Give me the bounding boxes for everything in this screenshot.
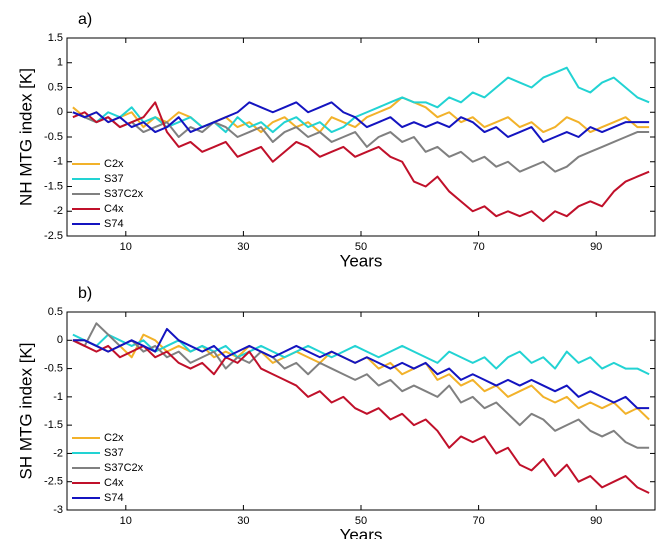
x-tick-label: 90: [590, 515, 602, 527]
y-axis-label: SH MTG index [K]: [16, 343, 35, 480]
y-tick-label: -1.5: [44, 180, 63, 192]
series-line: [72, 339, 650, 494]
legend-label: S74: [104, 492, 124, 504]
series-line: [72, 101, 650, 223]
legend-label: S37C2x: [104, 462, 144, 474]
x-tick-label: 10: [120, 241, 132, 253]
y-tick-label: 0: [57, 106, 63, 118]
x-axis-label: Years: [340, 251, 383, 270]
series-line: [72, 101, 650, 143]
x-axis-label: Years: [340, 525, 383, 539]
y-tick-label: -2: [53, 447, 63, 459]
x-tick-label: 50: [355, 241, 367, 253]
series-line: [72, 327, 650, 410]
y-tick-label: -2: [53, 205, 63, 217]
legend-label: C2x: [104, 432, 124, 444]
y-tick-label: 0: [57, 334, 63, 346]
legend-label: C2x: [104, 158, 124, 170]
y-axis-label: NH MTG index [K]: [16, 68, 35, 206]
y-tick-label: -3: [53, 504, 63, 516]
y-tick-label: -1.5: [44, 419, 63, 431]
y-tick-label: -1: [53, 156, 63, 168]
y-tick-label: 0.5: [48, 306, 63, 318]
x-tick-label: 10: [120, 515, 132, 527]
legend-label: S74: [104, 218, 124, 230]
legend-label: S37: [104, 173, 124, 185]
y-tick-label: -0.5: [44, 131, 63, 143]
y-tick-label: 0.5: [48, 81, 63, 93]
y-tick-label: -2.5: [44, 476, 63, 488]
legend-label: S37C2x: [104, 188, 144, 200]
series-line: [72, 333, 650, 376]
series-line: [72, 322, 650, 449]
legend-label: C4x: [104, 477, 124, 489]
x-tick-label: 90: [590, 241, 602, 253]
y-tick-label: -2.5: [44, 230, 63, 242]
x-tick-label: 70: [472, 241, 484, 253]
panel-title: a): [78, 11, 92, 28]
x-tick-label: 50: [355, 515, 367, 527]
y-tick-label: 1: [57, 57, 63, 69]
legend-label: C4x: [104, 203, 124, 215]
y-tick-label: -0.5: [44, 362, 63, 374]
panel-title: b): [78, 285, 92, 302]
x-tick-label: 30: [237, 241, 249, 253]
x-tick-label: 30: [237, 515, 249, 527]
x-tick-label: 70: [472, 515, 484, 527]
y-tick-label: -1: [53, 391, 63, 403]
y-tick-label: 1.5: [48, 32, 63, 44]
legend-label: S37: [104, 447, 124, 459]
